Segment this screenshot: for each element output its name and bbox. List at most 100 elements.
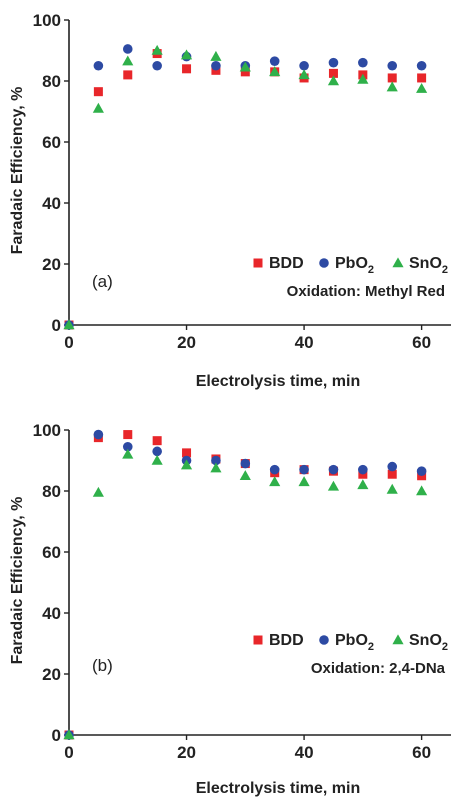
- series-pbo2: [64, 429, 427, 740]
- legend-marker-bdd: [253, 635, 263, 645]
- data-point-pbo2: [152, 446, 162, 457]
- data-point-pbo2: [211, 455, 221, 466]
- y-axis-title: Faradaic Efficiency, %: [9, 497, 26, 665]
- series-sno2: [63, 448, 428, 740]
- legend-marker-pbo2: [319, 258, 329, 268]
- data-point-bdd: [123, 430, 133, 440]
- legend: BDD PbO2 SnO2: [253, 632, 448, 653]
- data-point-bdd: [182, 64, 192, 74]
- y-tick-label: 20: [42, 665, 61, 684]
- data-point-bdd: [123, 70, 133, 80]
- legend-label-bdd: BDD: [269, 255, 304, 272]
- data-point-sno2: [327, 480, 340, 491]
- legend-marker-bdd: [253, 258, 263, 268]
- legend: BDD PbO2 SnO2: [253, 255, 448, 276]
- data-point-bdd: [387, 469, 397, 479]
- data-point-pbo2: [152, 60, 162, 71]
- data-point-pbo2: [240, 458, 251, 469]
- y-tick-label: 40: [42, 604, 61, 623]
- data-point-sno2: [416, 485, 428, 496]
- data-point-pbo2: [269, 464, 280, 475]
- data-point-pbo2: [269, 56, 280, 66]
- y-tick-label: 0: [52, 316, 61, 335]
- data-point-bdd: [387, 73, 397, 83]
- data-point-sno2: [180, 459, 193, 470]
- data-point-sno2: [269, 66, 281, 77]
- data-point-sno2: [210, 462, 222, 473]
- y-tick-label: 100: [33, 11, 61, 30]
- x-tick-label: 20: [177, 743, 196, 762]
- legend-label-pbo2: PbO2: [335, 632, 374, 653]
- data-point-sno2: [63, 319, 75, 330]
- data-point-sno2: [92, 486, 104, 497]
- data-point-pbo2: [299, 464, 309, 475]
- data-point-pbo2: [122, 441, 133, 452]
- data-point-sno2: [151, 44, 163, 55]
- y-tick-label: 60: [42, 133, 61, 152]
- y-axis-title: Faradaic Efficiency, %: [9, 87, 26, 255]
- y-tick-label: 80: [42, 72, 61, 91]
- data-point-sno2: [122, 448, 134, 459]
- x-tick-label: 60: [412, 743, 431, 762]
- data-point-sno2: [92, 102, 104, 113]
- data-point-bdd: [152, 436, 162, 446]
- x-tick-label: 0: [64, 333, 73, 352]
- legend-label-sno2: SnO2: [409, 632, 448, 653]
- panel-label: (b): [92, 656, 113, 675]
- data-point-bdd: [417, 73, 427, 83]
- data-point-bdd: [328, 68, 338, 78]
- data-point-sno2: [357, 73, 369, 84]
- annotation: Oxidation: Methyl Red: [287, 283, 445, 300]
- y-tick-label: 80: [42, 482, 61, 501]
- data-point-pbo2: [122, 44, 133, 54]
- annotation: Oxidation: 2,4-DNa: [311, 660, 446, 677]
- data-point-pbo2: [328, 464, 339, 475]
- data-point-pbo2: [93, 429, 104, 440]
- data-point-sno2: [298, 476, 310, 487]
- data-point-sno2: [386, 81, 398, 92]
- data-point-sno2: [269, 476, 281, 487]
- x-tick-label: 40: [295, 333, 314, 352]
- data-point-sno2: [327, 75, 340, 86]
- data-point-pbo2: [328, 57, 339, 68]
- data-point-sno2: [210, 50, 222, 61]
- data-point-pbo2: [299, 60, 309, 71]
- legend-label-bdd: BDD: [269, 632, 304, 649]
- data-point-pbo2: [358, 464, 368, 475]
- y-tick-label: 100: [33, 421, 61, 440]
- data-point-sno2: [122, 55, 134, 66]
- y-tick-label: 0: [52, 726, 61, 745]
- y-tick-label: 40: [42, 194, 61, 213]
- data-point-pbo2: [416, 60, 427, 71]
- legend-marker-pbo2: [319, 635, 329, 645]
- legend-marker-sno2: [392, 257, 404, 268]
- legend-marker-sno2: [392, 634, 404, 645]
- data-point-pbo2: [93, 60, 104, 71]
- series-sno2: [63, 44, 428, 330]
- data-point-pbo2: [211, 60, 221, 71]
- data-point-sno2: [239, 470, 251, 481]
- x-tick-label: 40: [295, 743, 314, 762]
- data-point-pbo2: [387, 461, 398, 472]
- panel-label: (a): [92, 272, 113, 291]
- y-tick-label: 20: [42, 255, 61, 274]
- data-point-pbo2: [416, 466, 427, 476]
- data-point-sno2: [239, 61, 251, 72]
- data-point-sno2: [63, 729, 75, 740]
- data-point-sno2: [151, 454, 163, 465]
- x-tick-label: 0: [64, 743, 73, 762]
- x-tick-label: 20: [177, 333, 196, 352]
- data-point-sno2: [180, 49, 193, 60]
- data-point-bdd: [93, 87, 103, 97]
- data-point-pbo2: [387, 60, 398, 71]
- chart-panel-b: 0 20 40 60 80 100 0 20 40 60 Electrolysis time, mi…: [9, 421, 451, 797]
- x-axis-title: Electrolysis time, min: [196, 373, 361, 390]
- legend-label-pbo2: PbO2: [335, 255, 374, 276]
- data-point-sno2: [386, 483, 398, 494]
- x-axis-title: Electrolysis time, min: [196, 780, 361, 797]
- data-point-sno2: [416, 82, 428, 93]
- data-point-bdd: [182, 448, 192, 458]
- data-point-sno2: [357, 479, 369, 490]
- data-point-sno2: [298, 69, 310, 80]
